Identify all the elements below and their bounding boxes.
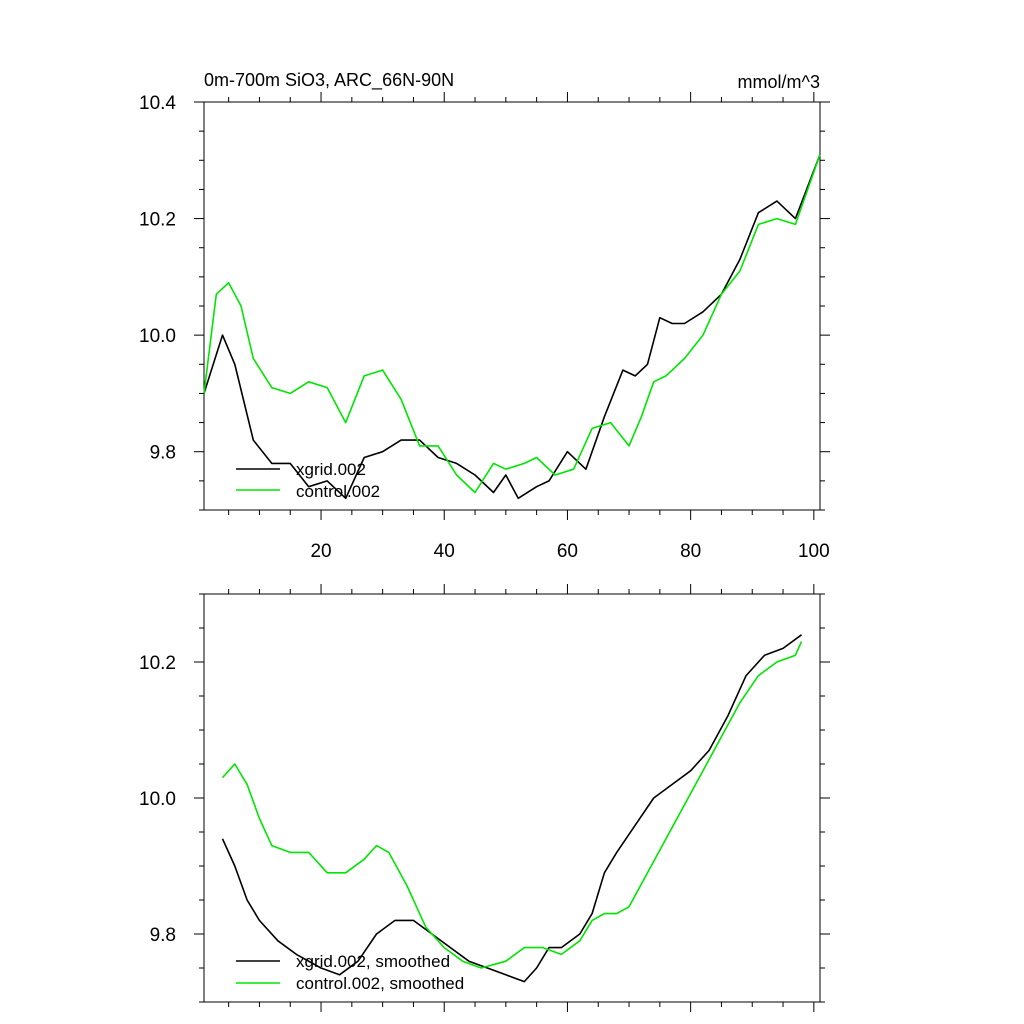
y-tick-label: 10.2 <box>139 653 176 674</box>
tick-marks <box>194 92 830 520</box>
series-line-control <box>203 154 821 494</box>
series-line-xgrid <box>203 154 821 500</box>
series-lines <box>203 154 821 500</box>
legend: xgrid.002, smoothed control.002, smoothe… <box>236 952 464 993</box>
tick-marks <box>194 584 830 1012</box>
y-tick-labels: 9.8 10.0 10.2 10.4 <box>139 93 176 464</box>
series-line-xgrid <box>221 634 802 983</box>
series-lines <box>221 634 803 983</box>
panel-raw: 0m-700m SiO3, ARC_66N-90N mmol/m^3 20 40 6… <box>139 70 830 562</box>
y-tick-label: 9.8 <box>150 925 176 946</box>
y-tick-labels: 9.8 10.0 10.2 <box>139 653 176 946</box>
plot-frame <box>203 101 821 511</box>
legend-label-control: control.002 <box>296 482 380 501</box>
legend-label-control-smoothed: control.002, smoothed <box>296 974 464 993</box>
legend: xgrid.002 control.002 <box>236 460 380 501</box>
units-label: mmol/m^3 <box>738 72 820 92</box>
x-tick-label: 60 <box>557 541 578 562</box>
series-line-control <box>221 641 803 969</box>
x-tick-label: 100 <box>798 541 830 562</box>
y-tick-label: 10.0 <box>139 326 176 347</box>
panel-smoothed: 9.8 10.0 10.2 xgrid.002, smoothed control.… <box>139 584 830 1012</box>
x-tick-label: 20 <box>310 541 331 562</box>
legend-label-xgrid: xgrid.002 <box>296 460 366 479</box>
y-tick-label: 10.2 <box>139 210 176 231</box>
chart-title: 0m-700m SiO3, ARC_66N-90N <box>204 70 454 91</box>
y-tick-label: 10.0 <box>139 789 176 810</box>
x-tick-labels: 20 40 60 80 100 <box>310 541 829 562</box>
y-tick-label: 10.4 <box>139 93 176 114</box>
plot-frame <box>203 593 821 1003</box>
x-tick-label: 80 <box>680 541 701 562</box>
x-tick-label: 40 <box>434 541 455 562</box>
y-tick-label: 9.8 <box>150 443 176 464</box>
legend-label-xgrid-smoothed: xgrid.002, smoothed <box>296 952 450 971</box>
